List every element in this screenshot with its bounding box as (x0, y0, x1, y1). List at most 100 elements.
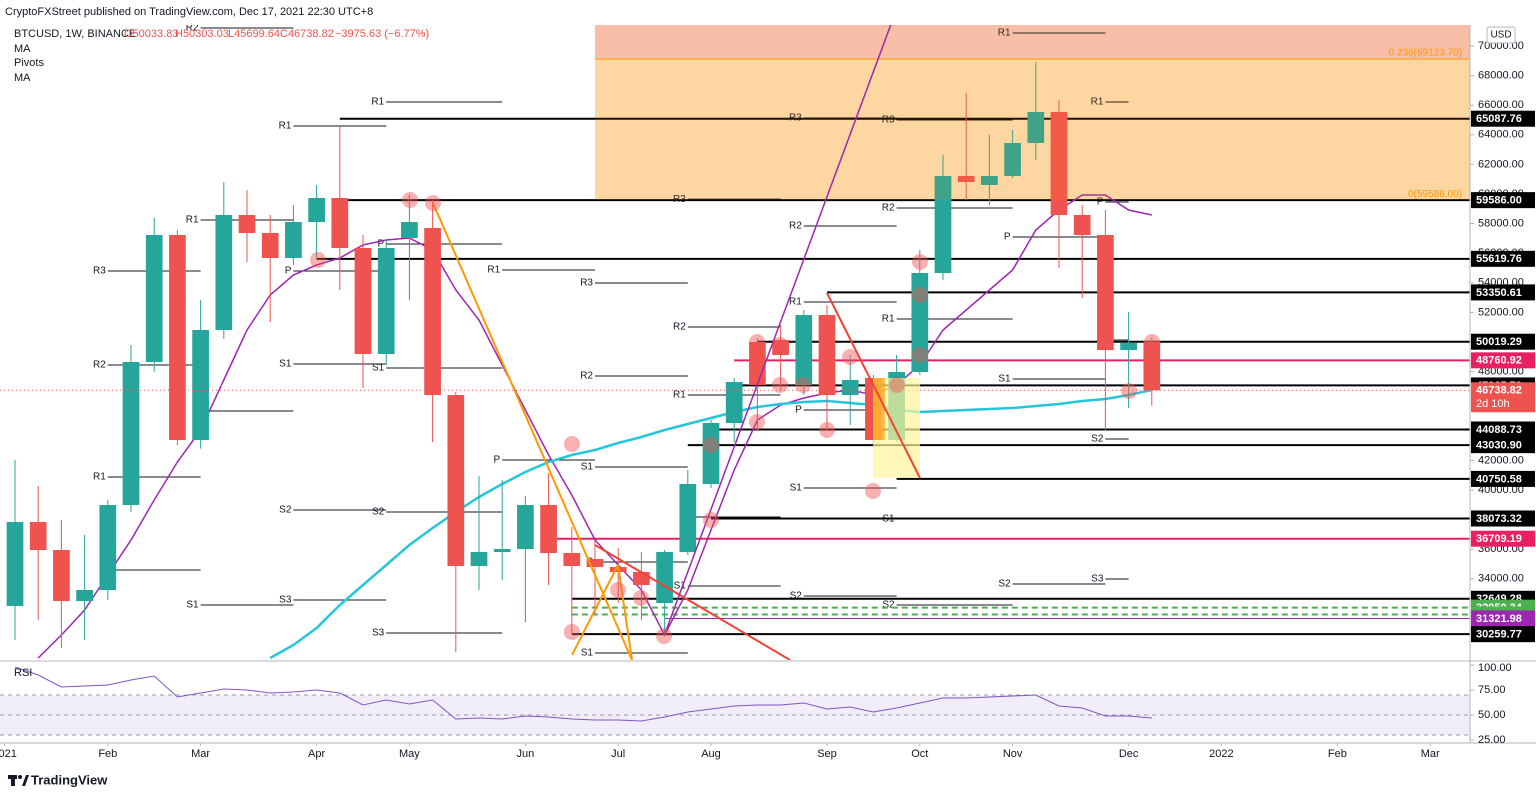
x-tick-label: 2022 (1209, 748, 1233, 760)
pivot-label: S2 (372, 507, 385, 518)
pivot-label: R1 (487, 265, 500, 276)
marker (795, 377, 811, 393)
candle-body (725, 382, 743, 424)
candle-body (447, 395, 465, 567)
x-tick-label: Oct (911, 748, 928, 760)
markers (310, 192, 1160, 644)
level-box (1471, 192, 1535, 209)
brand: TradingView (31, 772, 108, 787)
y-tick-label: 68000.00 (1478, 70, 1524, 82)
pivot-label: S1 (186, 600, 199, 611)
x-tick-label: Dec (1119, 748, 1139, 760)
marker (889, 377, 905, 393)
trend-line (432, 202, 633, 660)
pivot-label: R2 (789, 221, 802, 232)
level-box (1471, 470, 1535, 487)
x-tick-label: Jun (517, 748, 535, 760)
marker (819, 422, 835, 438)
marker (610, 582, 626, 598)
rsi-tick-label: 100.00 (1478, 662, 1512, 674)
candle-body (1143, 341, 1161, 391)
x-tick-label: Apr (308, 748, 325, 760)
fib-tint (595, 25, 1470, 201)
candle-body (934, 175, 952, 274)
level-label: 59586.00 (1476, 195, 1522, 207)
pivot-label: S2 (279, 505, 292, 516)
rsi-line (14, 666, 1152, 722)
candle-body (656, 552, 673, 604)
pivot-label: R1 (1091, 97, 1104, 108)
level-box (1471, 110, 1535, 127)
logo-mark (11, 775, 15, 786)
rsi-pane (0, 666, 1470, 736)
level-label: 36709.19 (1476, 533, 1522, 545)
marker (564, 624, 580, 640)
trend-line (594, 544, 791, 660)
candle-body (6, 522, 24, 607)
pivot-label: S1 (790, 483, 803, 494)
candle-body (99, 505, 117, 591)
candle-body (308, 197, 325, 223)
candle-body (169, 234, 186, 441)
marker (912, 287, 928, 303)
marker (749, 334, 765, 350)
currency[interactable]: USD (1490, 30, 1511, 41)
marker (402, 192, 418, 208)
level-label: 38073.32 (1476, 513, 1522, 525)
candle-body (1027, 111, 1045, 144)
level-label: 55619.76 (1476, 253, 1522, 265)
marker (703, 512, 719, 528)
y-tick-label: 58000.00 (1478, 218, 1524, 230)
marker (749, 414, 765, 430)
candle-body (563, 553, 581, 567)
marker (842, 349, 858, 365)
logo-mark (22, 775, 29, 786)
pivot-label: S3 (372, 628, 385, 639)
pivot-label: R2 (882, 203, 895, 214)
rsi-tick-label: 50.00 (1478, 709, 1506, 721)
candle-body (1073, 215, 1091, 235)
level-box (1471, 421, 1535, 438)
candle-body (331, 197, 349, 248)
candle-body (911, 273, 929, 373)
trend-line (617, 564, 633, 660)
candle-body (795, 315, 813, 386)
candle-body (633, 572, 650, 586)
level-box (1471, 333, 1535, 350)
ohlc-change: −3975.63 (−6.77%) (335, 28, 429, 40)
candle-body (1004, 143, 1021, 176)
level-box (1471, 437, 1535, 454)
candle-body (377, 247, 395, 355)
moving-average (37, 194, 1152, 659)
candle-body (1120, 343, 1137, 351)
candle-body (401, 222, 418, 239)
pivot-label: R1 (882, 314, 895, 325)
pivot-label: R1 (673, 390, 686, 401)
marker (425, 195, 441, 211)
pivot-label: R3 (93, 266, 106, 277)
trend-line (571, 564, 619, 656)
highlight-box (873, 378, 885, 440)
drawings (310, 25, 1160, 660)
trend-line (826, 292, 921, 479)
ohlc-close: C46738.82 (280, 28, 334, 40)
x-tick-label: Nov (1003, 748, 1023, 760)
y-tick-label: 62000.00 (1478, 158, 1524, 170)
currency-button[interactable] (1486, 26, 1516, 44)
pivot-label: R3 (580, 278, 593, 289)
y-tick-label: 66000.00 (1478, 99, 1524, 111)
fib-label: 0(59586.00) (1408, 189, 1462, 200)
pivot-label: P (1004, 232, 1011, 243)
candle-body (818, 315, 836, 396)
x-tick-label: Sep (817, 748, 837, 760)
pivot-label: S1 (279, 359, 292, 370)
ohlc-open: O50033.83 (124, 28, 178, 40)
candle-body (76, 590, 93, 602)
candle-body (354, 247, 372, 355)
level-box (1471, 352, 1535, 369)
pivot-label: S1 (581, 648, 594, 659)
level-label: 48760.92 (1476, 355, 1522, 367)
level-label: 44088.73 (1476, 424, 1522, 436)
